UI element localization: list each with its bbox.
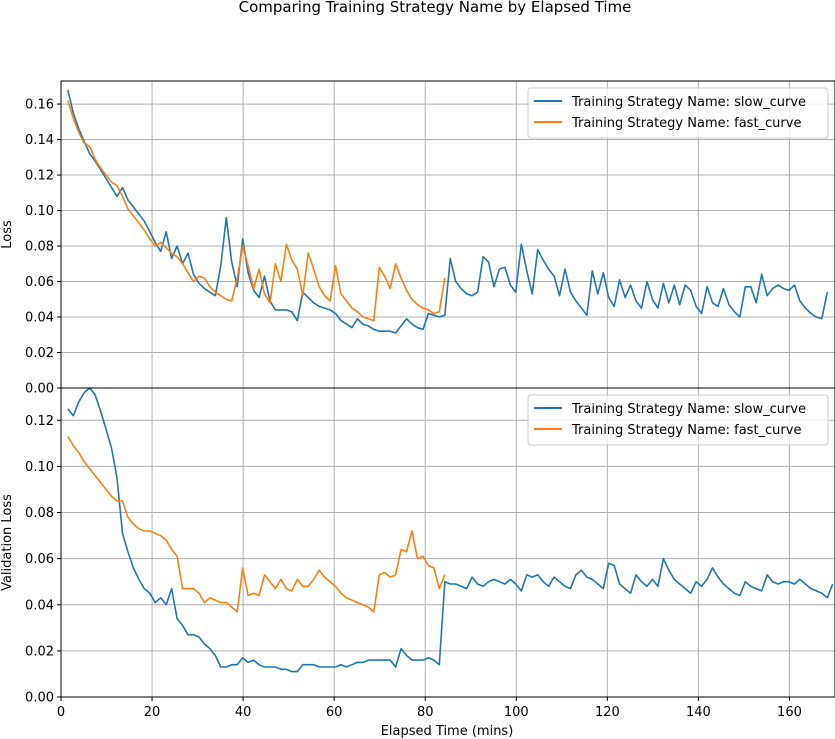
validation-loss-y-tick-label: 0.08 xyxy=(25,506,54,521)
validation-loss-legend: Training Strategy Name: slow_curve Train… xyxy=(527,394,829,446)
x-tick-label: 80 xyxy=(417,705,434,720)
loss-series-line-slow xyxy=(67,89,829,334)
x-tick-label: 140 xyxy=(686,705,711,720)
validation-loss-y-tick-label: 0.02 xyxy=(25,644,54,659)
validation-loss-legend-box xyxy=(527,394,829,446)
validation-loss-y-tick-label: 0.00 xyxy=(25,691,54,706)
loss-y-tick-label: 0.12 xyxy=(25,169,54,184)
validation-loss-y-axis-label: Validation Loss xyxy=(0,494,15,591)
loss-y-tick-label: 0.08 xyxy=(25,240,54,255)
loss-series-line-fast xyxy=(67,100,446,322)
validation-loss-legend-label-slow: Training Strategy Name: slow_curve xyxy=(571,402,806,417)
loss-y-tick-label: 0.04 xyxy=(25,311,54,326)
validation-loss-series-line-fast xyxy=(67,435,446,613)
loss-y-tick-label: 0.14 xyxy=(25,133,54,148)
x-tick-label: 40 xyxy=(235,705,252,720)
validation-loss-y-tick-label: 0.04 xyxy=(25,598,54,613)
x-tick-label: 160 xyxy=(777,705,802,720)
chart-title: Comparing Training Strategy Name by Elap… xyxy=(239,0,632,16)
validation-loss-axes-frame xyxy=(60,387,835,698)
loss-y-axis-label: Loss xyxy=(0,220,15,249)
x-tick-label: 60 xyxy=(326,705,343,720)
loss-legend: Training Strategy Name: slow_curve Train… xyxy=(527,87,829,139)
x-tick-label: 100 xyxy=(504,705,529,720)
validation-loss-y-tick-label: 0.06 xyxy=(25,552,54,567)
loss-lines xyxy=(67,89,829,334)
validation-loss-y-tick-label: 0.12 xyxy=(25,414,54,429)
validation-loss-y-ticks: 0.00 0.02 0.04 0.06 0.08 0.10 0.12 xyxy=(25,414,61,706)
loss-legend-box xyxy=(527,87,829,139)
validation-loss-panel: 0.00 0.02 0.04 0.06 0.08 0.10 0.12 Validation … xyxy=(0,387,835,706)
loss-y-tick-label: 0.02 xyxy=(25,346,54,361)
x-axis-label: Elapsed Time (mins) xyxy=(381,724,514,739)
x-tick-label: 0 xyxy=(57,705,65,720)
loss-legend-label-slow: Training Strategy Name: slow_curve xyxy=(571,95,806,110)
loss-y-ticks: 0.00 0.02 0.04 0.06 0.08 0.10 0.12 0.14 0.16 xyxy=(25,98,61,397)
validation-loss-legend-label-fast: Training Strategy Name: fast_curve xyxy=(571,423,801,438)
loss-y-tick-label: 0.00 xyxy=(25,382,54,397)
x-tick-label: 120 xyxy=(595,705,620,720)
loss-y-tick-label: 0.16 xyxy=(25,98,54,113)
validation-loss-y-tick-label: 0.10 xyxy=(25,460,54,475)
loss-legend-label-fast: Training Strategy Name: fast_curve xyxy=(571,116,801,131)
validation-loss-lines xyxy=(67,387,834,673)
validation-loss-series-line-slow xyxy=(67,387,834,673)
x-tick-label: 20 xyxy=(144,705,161,720)
x-axis-ticks: 0 20 40 60 80 100 120 140 160 xyxy=(57,697,802,720)
loss-y-tick-label: 0.10 xyxy=(25,204,54,219)
loss-y-tick-label: 0.06 xyxy=(25,275,54,290)
